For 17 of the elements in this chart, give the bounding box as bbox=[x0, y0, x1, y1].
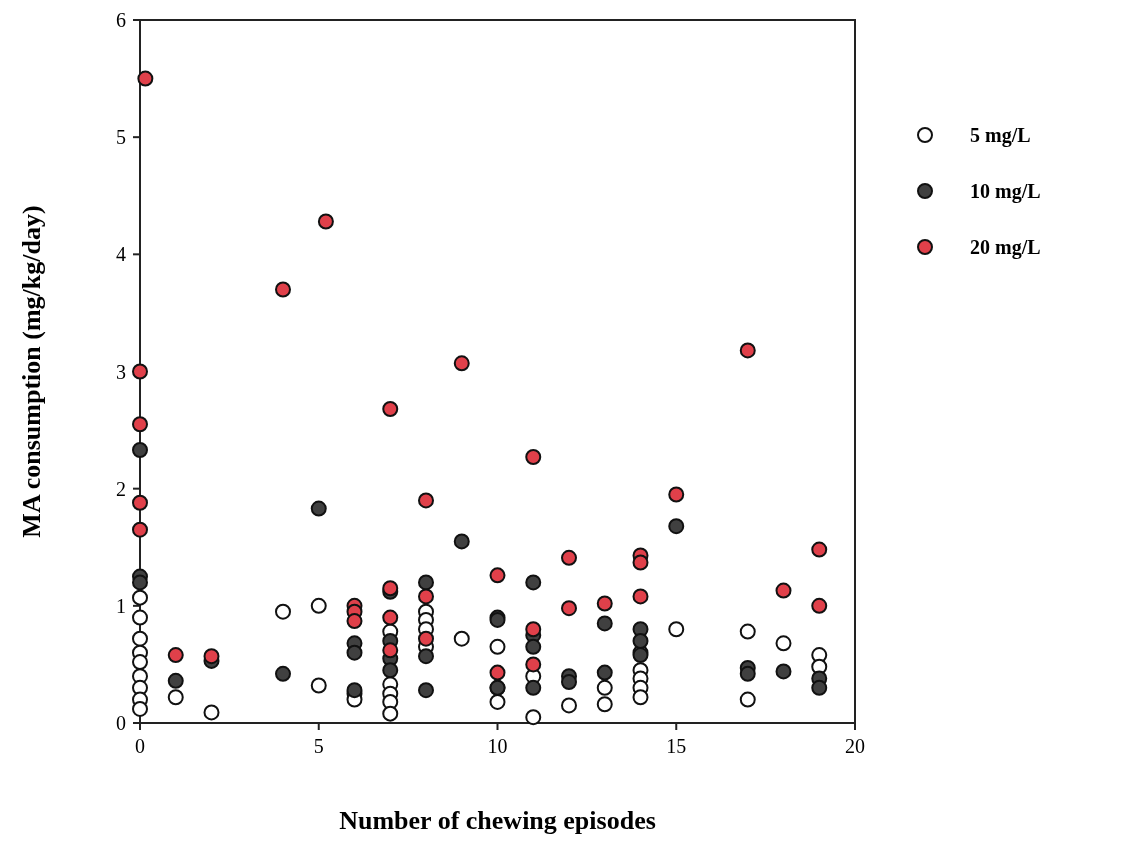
x-axis-title: Number of chewing episodes bbox=[339, 806, 656, 835]
x-tick-label: 15 bbox=[666, 735, 687, 757]
legend-label: 10 mg/L bbox=[970, 180, 1041, 203]
x-tick-label: 0 bbox=[135, 735, 145, 757]
y-tick-label: 1 bbox=[116, 594, 126, 617]
y-tick-label: 0 bbox=[116, 712, 126, 734]
x-tick-label: 10 bbox=[487, 735, 508, 757]
y-tick-label: 4 bbox=[116, 243, 126, 266]
y-tick-label: 6 bbox=[116, 9, 126, 31]
legend-label: 20 mg/L bbox=[970, 236, 1041, 259]
x-tick-label: 20 bbox=[845, 735, 865, 757]
y-tick-label: 2 bbox=[116, 477, 126, 500]
y-tick-label: 5 bbox=[116, 126, 126, 149]
y-axis-title: MA consumption (mg/kg/day) bbox=[17, 205, 46, 538]
x-tick-label: 5 bbox=[313, 735, 324, 757]
legend-label: 5 mg/L bbox=[970, 124, 1031, 147]
y-tick-label: 3 bbox=[116, 360, 126, 383]
